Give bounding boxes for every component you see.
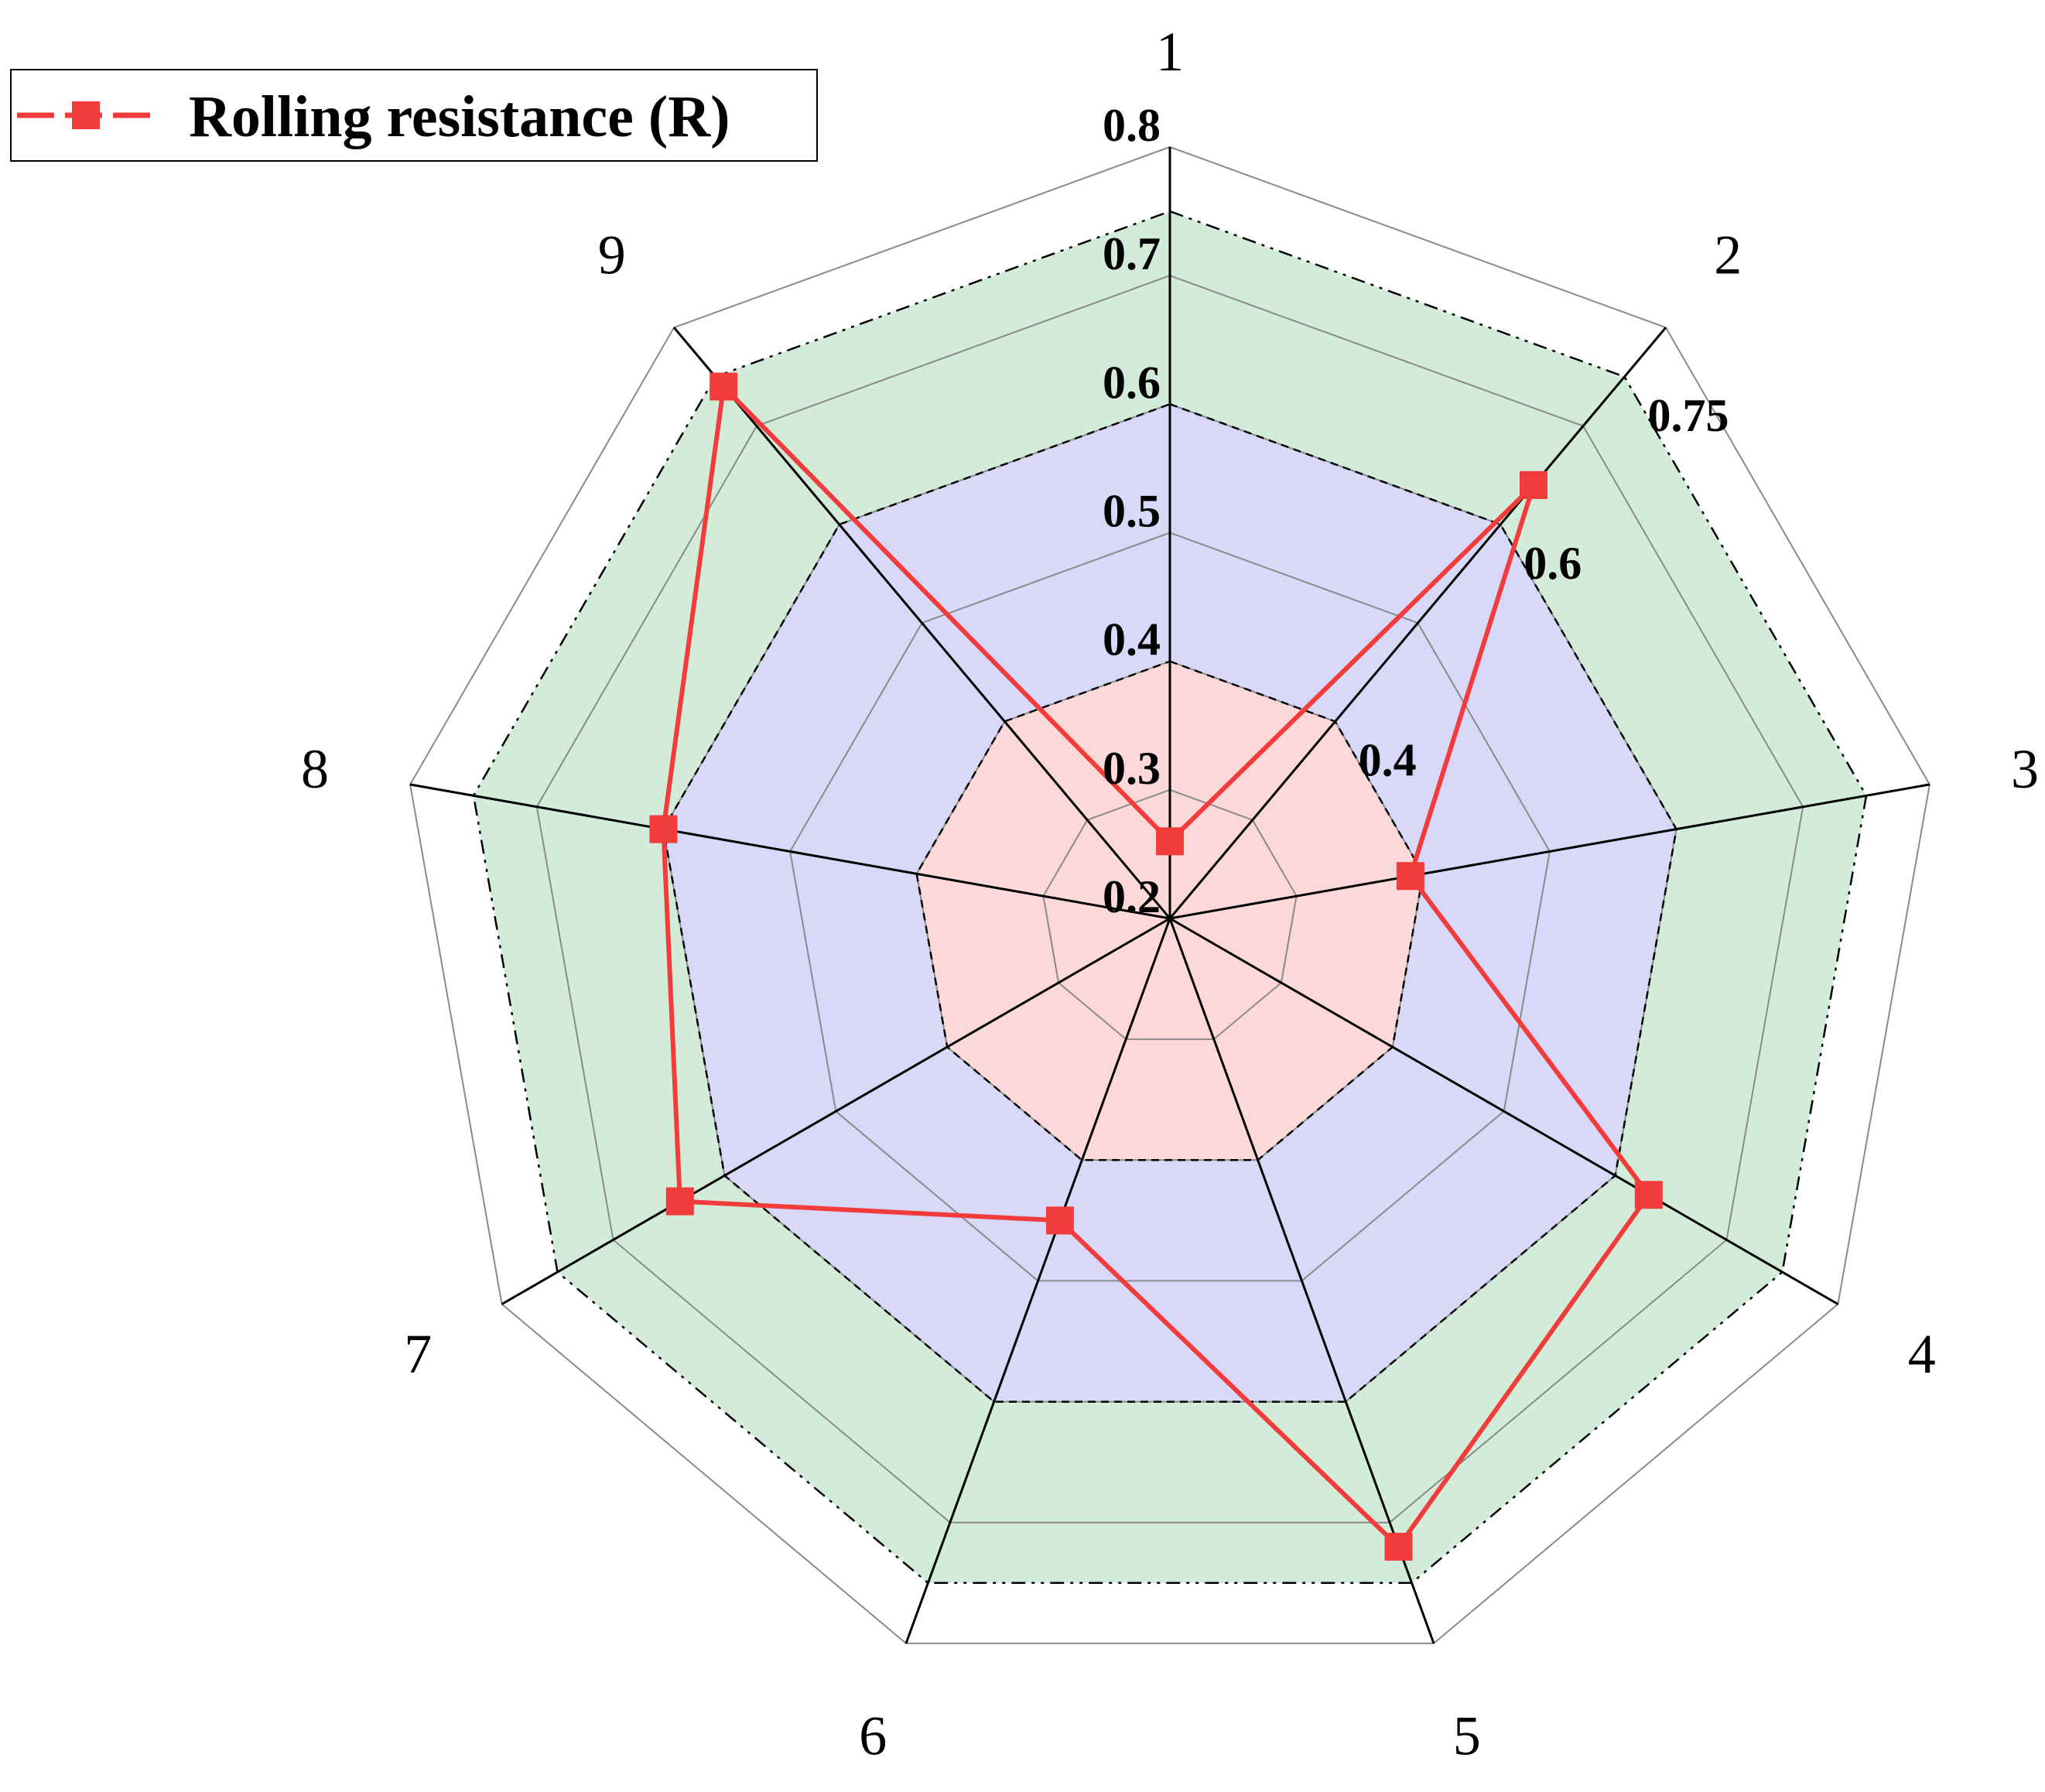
tick-label-axis2: 0.75 <box>1648 390 1729 441</box>
spoke-2 <box>1168 327 1667 919</box>
spoke-3 <box>1169 783 1930 920</box>
tick-label-axis1: 0.3 <box>1103 743 1161 794</box>
category-label-4: 4 <box>1908 1323 1936 1385</box>
spoke-7 <box>501 917 1171 1305</box>
tick-labels: 0.2 0.3 0.4 0.5 0.6 0.7 0.8 0.4 0.6 0.75 <box>1103 100 1729 922</box>
spoke-5 <box>1168 918 1435 1644</box>
tick-label-axis1: 0.2 <box>1103 871 1161 922</box>
threshold-ring-0.6 <box>662 402 1677 1403</box>
category-label-5: 5 <box>1453 1705 1481 1766</box>
grid-ring-0.3 <box>1042 788 1298 1041</box>
data-point-3 <box>1396 862 1424 891</box>
legend: Rolling resistance (R) <box>10 69 818 162</box>
data-point-2 <box>1520 470 1547 499</box>
legend-label: Rolling resistance (R) <box>189 84 730 149</box>
category-label-9: 9 <box>598 224 626 286</box>
legend-marker-swatch <box>72 101 100 129</box>
category-labels: 1 2 3 4 5 6 7 8 9 <box>301 21 2039 1766</box>
tick-label-axis1: 0.4 <box>1103 614 1161 665</box>
tick-label-axis1: 0.7 <box>1103 228 1161 279</box>
category-label-8: 8 <box>301 738 329 800</box>
threshold-ring-0.75 <box>472 210 1868 1585</box>
data-point-4 <box>1634 1181 1663 1209</box>
data-point-6 <box>1045 1206 1074 1235</box>
tick-label-axis2: 0.4 <box>1359 734 1417 785</box>
category-label-6: 6 <box>859 1705 887 1766</box>
spoke-6 <box>905 918 1171 1644</box>
tick-label-axis1: 0.8 <box>1103 100 1161 151</box>
data-point-1 <box>1156 827 1184 856</box>
category-label-7: 7 <box>404 1323 432 1385</box>
threshold-ring-0.4 <box>915 660 1424 1161</box>
grid-ring-0.7 <box>535 275 1804 1524</box>
category-label-1: 1 <box>1156 21 1184 83</box>
data-point-9 <box>710 372 738 401</box>
radar-spokes <box>409 147 1930 1644</box>
grid-ring-0.8 <box>409 145 1930 1644</box>
tick-label-axis1: 0.6 <box>1103 357 1161 408</box>
series-line <box>661 384 1651 1549</box>
tick-label-axis2: 0.6 <box>1523 538 1582 589</box>
spoke-9 <box>672 327 1171 919</box>
tick-label-axis1: 0.5 <box>1103 486 1161 537</box>
spoke-4 <box>1169 917 1839 1305</box>
threshold-rings <box>472 210 1868 1585</box>
series-rolling-resistance <box>649 372 1663 1561</box>
category-label-2: 2 <box>1714 224 1742 286</box>
category-label-3: 3 <box>2011 738 2039 800</box>
data-point-8 <box>649 815 678 843</box>
data-point-7 <box>665 1187 694 1216</box>
data-point-5 <box>1384 1533 1413 1561</box>
spoke-8 <box>409 783 1171 920</box>
grid-ring-0.5 <box>789 532 1551 1282</box>
